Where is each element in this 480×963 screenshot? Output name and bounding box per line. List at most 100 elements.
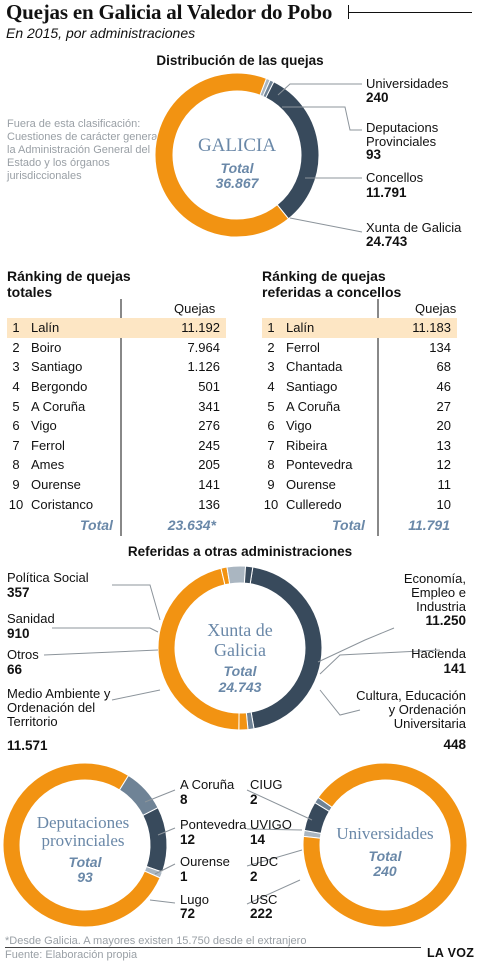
ranking-name-cell: Chantada — [286, 359, 343, 375]
xunta-center-label: Xunta de Galicia — [207, 620, 273, 660]
leader-line — [317, 627, 395, 663]
ranking-rank-cell: 10 — [8, 496, 24, 512]
label-universidades: Universidades — [366, 76, 449, 91]
ranking-name-cell: A Coruña — [286, 398, 341, 414]
label-usc: USC — [250, 892, 278, 907]
leader-line — [277, 83, 362, 96]
ranking-rank-cell: 8 — [12, 457, 20, 473]
title-rule — [348, 12, 472, 13]
leader-line — [43, 649, 159, 656]
ranking-value-cell: 20 — [436, 418, 451, 434]
donut-slice-lugo — [2, 762, 161, 928]
ranking-value-cell: 134 — [429, 339, 451, 355]
source-note: Fuente: Elaboración propia — [5, 949, 138, 961]
value-usc: 222 — [250, 906, 273, 921]
ranking-rank-cell: 6 — [12, 418, 20, 434]
footnote: *Desde Galicia. A mayores existen 15.750… — [5, 935, 307, 947]
table-row: 10 Culleredo 10 — [262, 494, 457, 514]
xunta-total-label: Total — [223, 663, 257, 679]
xunta-total-value: 24.743 — [218, 679, 262, 695]
universidades-total-value: 240 — [373, 863, 397, 879]
ranking-totales-title: Ránking de quejas totales — [7, 268, 131, 300]
otras-admin-title: Referidas a otras administraciones — [127, 544, 353, 559]
leader-line — [246, 849, 303, 867]
ranking-concellos-column: Quejas — [415, 301, 457, 316]
ranking-rank-cell: 1 — [12, 320, 20, 336]
label-medio-ambiente: Medio Ambiente y Ordenación del Territor… — [7, 686, 111, 729]
label-economia: Economía, Empleo e Industria — [403, 571, 466, 614]
leader-line — [319, 689, 361, 716]
donut-slice-usc — [302, 762, 468, 928]
label-hacienda: Hacienda — [411, 646, 466, 661]
ranking-concellos-total-label: Total — [332, 517, 365, 533]
table-row: 7 Ferrol 245 — [7, 436, 226, 456]
ranking-value-cell: 11.192 — [181, 320, 220, 336]
value-dep-pontevedra: 12 — [180, 832, 196, 847]
ranking-name-cell: Vigo — [31, 418, 57, 434]
ranking-name-cell: A Coruña — [31, 398, 86, 414]
ranking-value-cell: 205 — [198, 457, 220, 473]
leader-lines — [43, 83, 441, 905]
leader-line — [149, 899, 176, 904]
ranking-value-cell: 1.126 — [187, 359, 220, 375]
label-sanidad: Sanidad — [7, 611, 55, 626]
leader-line — [319, 649, 441, 675]
ranking-rank-cell: 3 — [12, 359, 20, 375]
ranking-rank-cell: 3 — [267, 359, 275, 375]
ranking-totales-column: Quejas — [174, 301, 216, 316]
donut-slice-política-social — [243, 565, 254, 585]
value-medio-ambiente: 11.571 — [7, 738, 48, 753]
ranking-name-cell: Lalín — [286, 320, 315, 336]
page-title: Quejas en Galicia al Valedor do Pobo — [6, 0, 333, 24]
ranking-value-cell: 341 — [198, 398, 220, 414]
galicia-total-value: 36.867 — [215, 175, 259, 191]
donut-slice-xunta-de-galicia — [154, 72, 290, 238]
title-rule-tick — [348, 5, 349, 19]
ranking-rank-cell: 7 — [12, 437, 20, 453]
value-dep-a-coruna: 8 — [180, 792, 188, 807]
table-row: 4 Santiago 46 — [262, 377, 457, 397]
label-politica-social: Política Social — [7, 570, 89, 585]
donut-layer — [2, 72, 468, 928]
label-otros: Otros — [7, 647, 39, 662]
label-cultura: Cultura, Educación y Ordenación Universi… — [356, 688, 466, 731]
ranking-value-cell: 27 — [436, 398, 451, 414]
ranking-value-cell: 11.183 — [412, 320, 451, 336]
value-sanidad: 910 — [7, 626, 30, 641]
leader-line — [246, 879, 301, 905]
donut-slice-cultura-educación-y-ordenación-universitaria — [238, 712, 249, 731]
galicia-total-label: Total — [220, 160, 254, 176]
ranking-value-cell: 245 — [198, 437, 220, 453]
table-row: 5 A Coruña 27 — [262, 396, 457, 416]
label-dep-lugo: Lugo — [180, 892, 209, 907]
table-row: 1 Lalín 11.192 — [7, 318, 226, 338]
leader-line — [111, 689, 161, 701]
label-uvigo: UVIGO — [250, 817, 292, 832]
table-row: 7 Ribeira 13 — [262, 436, 457, 456]
table-row: 3 Santiago 1.126 — [7, 357, 226, 377]
ranking-concellos-table: 1 Lalín 11.183 2 Ferrol 134 3 Chantada 68 4 Santia… — [262, 318, 457, 514]
ranking-rank-cell: 5 — [12, 398, 20, 414]
ranking-name-cell: Bergondo — [31, 379, 88, 395]
value-hacienda: 141 — [443, 661, 466, 676]
leader-line — [157, 827, 176, 836]
ranking-rank-cell: 4 — [267, 379, 275, 395]
ranking-value-cell: 46 — [436, 379, 451, 395]
value-ciug: 2 — [250, 792, 258, 807]
deputaciones-center-label: Deputaciones provinciales — [36, 813, 130, 850]
value-dep-lugo: 72 — [180, 906, 196, 921]
ranking-rank-cell: 6 — [267, 418, 275, 434]
label-dep-a-coruna: A Coruña — [180, 777, 235, 792]
leader-line — [144, 789, 176, 803]
label-deputacions: Deputacions Provinciales — [366, 120, 439, 149]
value-otros: 66 — [7, 662, 23, 677]
ranking-name-cell: Ourense — [31, 477, 81, 493]
ranking-rank-cell: 9 — [267, 477, 275, 493]
label-xunta: Xunta de Galicia — [366, 220, 462, 235]
table-row: 2 Boiro 7.964 — [7, 338, 226, 358]
ranking-name-cell: Ames — [31, 457, 65, 473]
label-dep-ourense: Ourense — [180, 854, 230, 869]
ranking-rank-cell: 5 — [267, 398, 275, 414]
ranking-rank-cell: 7 — [267, 437, 275, 453]
